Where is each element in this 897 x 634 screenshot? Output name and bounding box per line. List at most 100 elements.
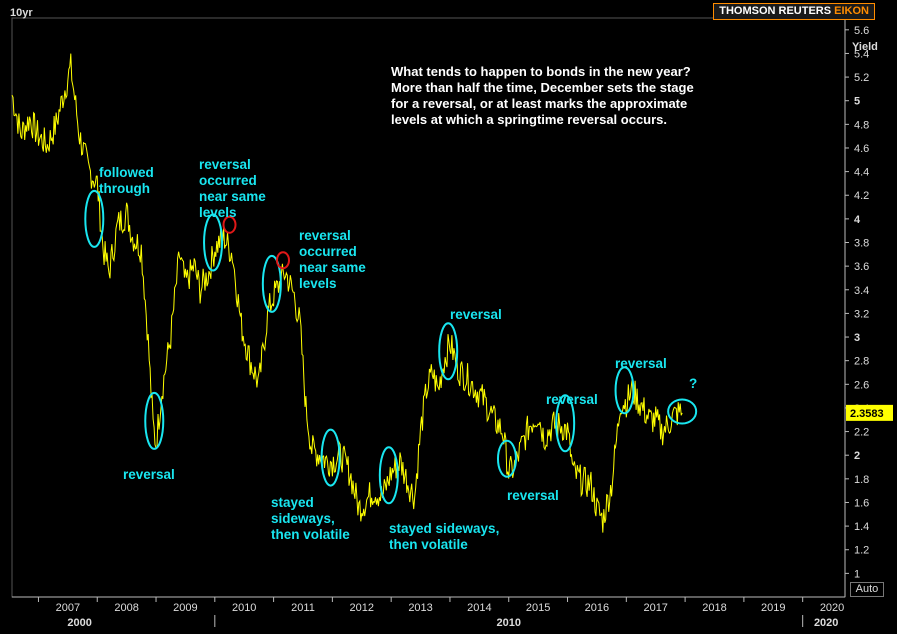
x-decade-label: 2000 xyxy=(67,617,91,629)
x-tick-label: 2019 xyxy=(761,602,785,614)
x-tick-label: 2018 xyxy=(702,602,726,614)
annotation-reversal-2015: reversal xyxy=(507,488,559,504)
y-tick-label: 3.6 xyxy=(854,261,869,273)
annotation-line: levels xyxy=(299,276,337,291)
annotation-sideways-2012: stayed sideways, then volatile xyxy=(271,495,350,543)
commentary-line: More than half the time, December sets t… xyxy=(391,80,694,95)
y-tick-label: 1.2 xyxy=(854,545,869,557)
annotation-reversal-2010: reversal occurred near same levels xyxy=(199,157,266,221)
y-tick-label: 2.2 xyxy=(854,427,869,439)
x-tick-label: 2012 xyxy=(350,602,374,614)
annotation-line: occurred xyxy=(299,244,357,259)
annotation-reversal-2014: reversal xyxy=(450,307,502,323)
y-tick-label: 2.6 xyxy=(854,379,869,391)
annotation-reversal-2009: reversal xyxy=(123,467,175,483)
y-tick-label: 4.2 xyxy=(854,190,869,202)
annotation-line: through xyxy=(99,181,150,196)
commentary-line: for a reversal, or at least marks the ap… xyxy=(391,96,688,111)
y-tick-label: 4.8 xyxy=(854,119,869,131)
y-tick-label: 1.6 xyxy=(854,497,869,509)
series-line-10yr xyxy=(11,53,683,533)
y-tick-label: 1.4 xyxy=(854,521,869,533)
annotation-line: levels xyxy=(199,205,237,220)
y-tick-label: 3.4 xyxy=(854,285,869,297)
x-tick-label: 2016 xyxy=(585,602,609,614)
y-tick-label: 5 xyxy=(854,96,860,108)
y-tick-label: 5.6 xyxy=(854,25,869,37)
x-decade-label: 2010 xyxy=(497,617,521,629)
highlight-ellipse xyxy=(555,394,576,453)
brand-logo: THOMSON REUTERS EIKON xyxy=(713,3,875,20)
y-tick-label: 5.2 xyxy=(854,72,869,84)
commentary-line: What tends to happen to bonds in the new… xyxy=(391,64,691,79)
annotation-sideways-2013: stayed sideways, then volatile xyxy=(389,521,499,553)
x-tick-label: 2014 xyxy=(467,602,491,614)
highlight-ellipse xyxy=(378,446,399,505)
highlight-ellipse xyxy=(203,213,224,272)
highlight-ellipse xyxy=(144,391,165,450)
annotation-line: stayed xyxy=(271,495,314,510)
y-tick-label: 4.4 xyxy=(854,167,869,179)
y-tick-label: 5.4 xyxy=(854,48,869,60)
y-tick-label: 3 xyxy=(854,332,860,344)
annotation-line: occurred xyxy=(199,173,257,188)
highlight-ellipse xyxy=(667,398,698,425)
x-tick-label: 2015 xyxy=(526,602,550,614)
annotation-line: reversal xyxy=(615,356,667,371)
annotation-question-2018: ? xyxy=(689,376,697,392)
last-value-label: 2.3583 xyxy=(850,408,884,420)
highlight-ellipse xyxy=(496,439,517,478)
x-tick-label: 2017 xyxy=(643,602,667,614)
highlight-ellipse-red xyxy=(276,251,291,270)
y-tick-label: 3.8 xyxy=(854,238,869,250)
y-tick-label: 3.2 xyxy=(854,308,869,320)
x-tick-label: 2007 xyxy=(56,602,80,614)
brand-accent: EIKON xyxy=(834,5,869,17)
annotation-line: reversal xyxy=(450,307,502,322)
x-tick-label: 2020 xyxy=(820,602,844,614)
highlight-ellipse-red xyxy=(222,215,237,234)
highlight-ellipse xyxy=(320,428,341,487)
series-name-label: 10yr xyxy=(10,7,33,19)
annotation-line: then volatile xyxy=(271,527,350,542)
highlight-ellipse xyxy=(614,366,635,415)
annotation-reversal-2017: reversal xyxy=(615,356,667,372)
annotation-line: reversal xyxy=(546,392,598,407)
annotation-line: reversal xyxy=(199,157,251,172)
annotation-line: reversal xyxy=(123,467,175,482)
annotation-line: sideways, xyxy=(271,511,335,526)
y-axis-title: Yield xyxy=(852,41,878,53)
highlight-ellipse xyxy=(261,254,282,313)
annotation-line: near same xyxy=(199,189,266,204)
y-tick-label: 4.6 xyxy=(854,143,869,155)
y-tick-label: 4 xyxy=(854,214,861,226)
x-tick-label: 2008 xyxy=(114,602,138,614)
y-tick-label: 2 xyxy=(854,450,860,462)
x-tick-label: 2009 xyxy=(173,602,197,614)
highlight-ellipse xyxy=(84,189,105,248)
annotation-line: reversal xyxy=(507,488,559,503)
x-tick-label: 2010 xyxy=(232,602,256,614)
annotation-reversal-2016: reversal xyxy=(546,392,598,408)
annotation-line: near same xyxy=(299,260,366,275)
y-tick-label: 1.8 xyxy=(854,474,869,486)
last-value-marker xyxy=(846,404,893,421)
annotation-line: ? xyxy=(689,376,698,391)
x-tick-label: 2011 xyxy=(291,602,315,614)
commentary-line: levels at which a springtime reversal oc… xyxy=(391,112,668,127)
annotation-line: then volatile xyxy=(389,537,468,552)
commentary-box: What tends to happen to bonds in the new… xyxy=(391,64,736,128)
y-tick-label: 2.8 xyxy=(854,356,869,368)
annotation-reversal-2011: reversal occurred near same levels xyxy=(299,228,366,292)
annotation-followed-through: followed through xyxy=(99,165,154,197)
brand-main: THOMSON REUTERS xyxy=(719,5,832,17)
annotation-line: reversal xyxy=(299,228,351,243)
auto-scale-button[interactable]: Auto xyxy=(850,582,884,597)
x-decade-label: 2020 xyxy=(814,617,838,629)
highlight-ellipse xyxy=(438,322,459,381)
x-tick-label: 2013 xyxy=(408,602,432,614)
annotation-line: followed xyxy=(99,165,154,180)
y-tick-label: 1 xyxy=(854,568,860,580)
